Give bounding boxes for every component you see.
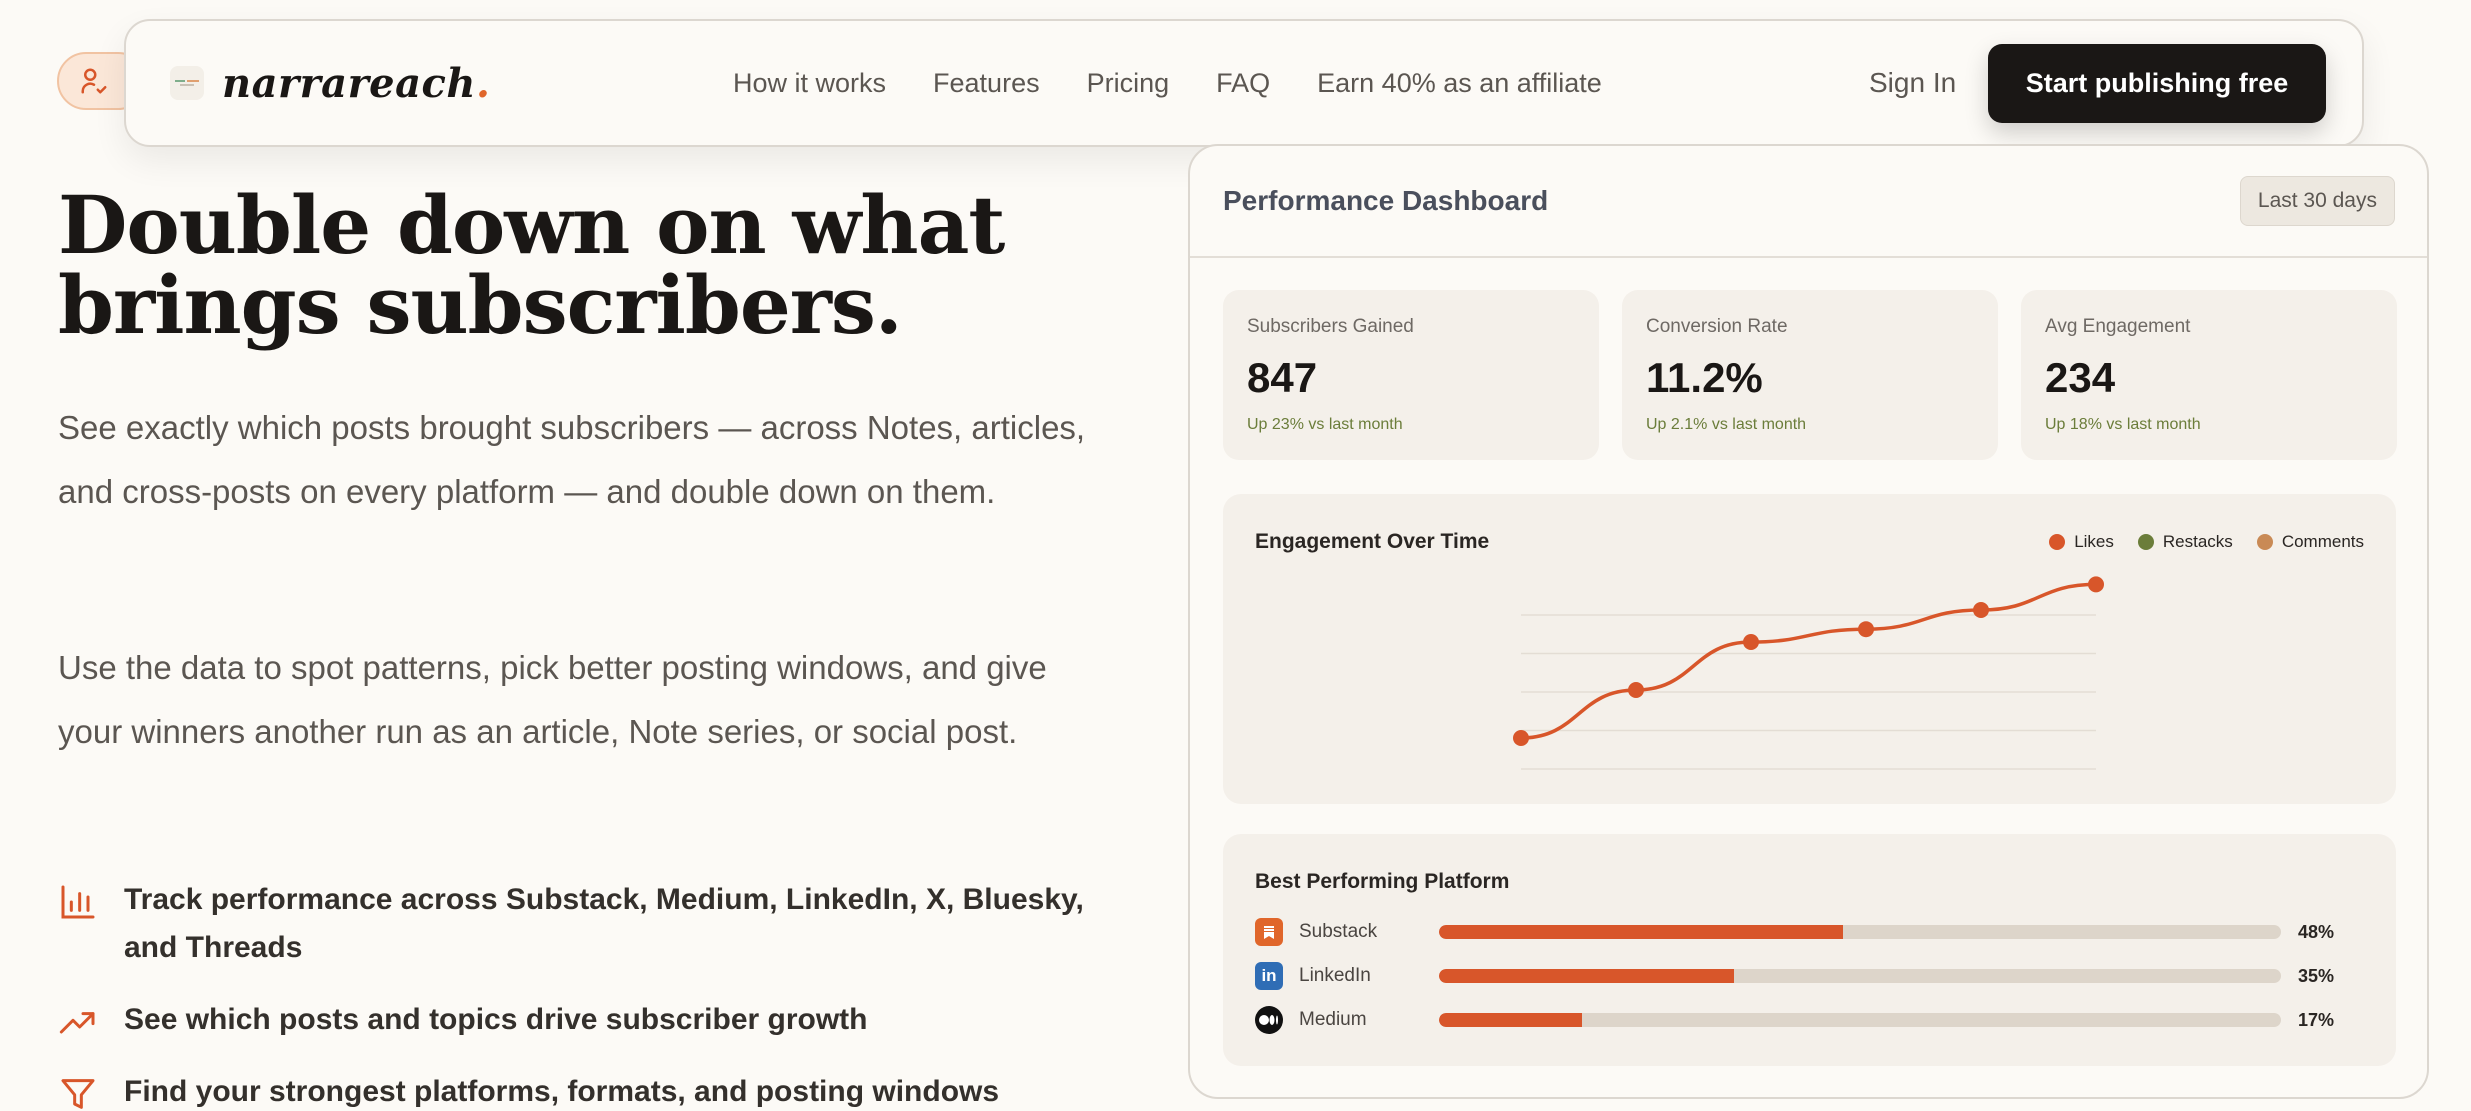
platform-row-linkedin: in LinkedIn 35% [1255, 962, 2365, 990]
funnel-icon [61, 1079, 95, 1109]
platform-bar-track [1439, 1013, 2281, 1027]
bar-chart-icon [61, 885, 95, 919]
hero-paragraph-2: Use the data to spot patterns, pick bett… [58, 649, 1047, 750]
feature-list: Track performance across Substack, Mediu… [58, 876, 1118, 1111]
stat-value: 847 [1247, 354, 1318, 401]
platform-panel-title: Best Performing Platform [1255, 870, 1510, 893]
likes-data-point[interactable] [2088, 576, 2104, 593]
dashboard-header: Performance Dashboard Last 30 days [1190, 146, 2427, 258]
stat-delta: Up 23% vs last month [1247, 416, 1403, 433]
platform-percent: 17% [2298, 1009, 2335, 1030]
platform-bar-track [1439, 925, 2281, 939]
nav-link-pricing[interactable]: Pricing [1086, 67, 1170, 98]
feature-text: Track performance across Substack, Mediu… [124, 883, 1084, 964]
legend-item-likes: Likes [2049, 532, 2114, 552]
user-check-icon [81, 68, 107, 94]
likes-data-point[interactable] [1513, 730, 1529, 746]
platform-percent: 48% [2298, 921, 2335, 942]
start-publishing-button[interactable]: Start publishing free [1988, 44, 2326, 123]
stat-card-subscribers: Subscribers Gained 847 Up 23% vs last mo… [1223, 290, 1599, 460]
legend-item-comments: Comments [2256, 532, 2364, 552]
stat-label: Conversion Rate [1646, 316, 1788, 337]
stat-card-engagement: Avg Engagement 234 Up 18% vs last month [2021, 290, 2397, 460]
nav-link-faq[interactable]: FAQ [1216, 67, 1271, 98]
nav-links: How it works Features Pricing FAQ Earn 4… [733, 21, 1649, 145]
likes-series-line [1520, 582, 2097, 740]
feature-item: Track performance across Substack, Mediu… [58, 876, 1118, 972]
likes-data-point[interactable] [1628, 682, 1644, 698]
platform-name: Medium [1299, 1009, 1367, 1030]
nav-link-how-it-works[interactable]: How it works [733, 67, 887, 98]
date-range-selector[interactable]: Last 30 days [2239, 176, 2395, 226]
legend-item-restacks: Restacks [2137, 532, 2233, 552]
feature-item: See which posts and topics drive subscri… [58, 996, 1118, 1044]
legend-swatch [2049, 534, 2066, 550]
legend-label: Restacks [2162, 532, 2233, 551]
stat-value: 234 [2045, 354, 2116, 401]
feature-item: Find your strongest platforms, formats, … [58, 1068, 1118, 1111]
stats-row: Subscribers Gained 847 Up 23% vs last mo… [1223, 290, 2397, 460]
legend-swatch [2137, 534, 2154, 550]
platform-panel: Best Performing Platform Substack 48% in… [1223, 834, 2396, 1066]
platform-row-substack: Substack 48% [1255, 918, 2365, 946]
stat-value: 11.2% [1646, 354, 1763, 401]
hero-paragraph-1: See exactly which posts brought subscrib… [58, 409, 1086, 510]
stat-label: Subscribers Gained [1247, 316, 1414, 337]
platform-bar-fill [1439, 969, 1734, 983]
platform-bar-track [1439, 969, 2281, 983]
likes-data-point[interactable] [1743, 634, 1759, 650]
engagement-chart-title: Engagement Over Time [1255, 530, 1490, 553]
sign-in-link[interactable]: Sign In [1869, 67, 1957, 98]
likes-data-point[interactable] [1973, 602, 1989, 618]
trending-up-icon [59, 1012, 95, 1034]
engagement-line-chart [1513, 576, 2104, 770]
platform-row-medium: Medium 17% [1255, 1006, 2365, 1034]
dashboard-title: Performance Dashboard [1223, 185, 1549, 216]
stat-card-conversion: Conversion Rate 11.2% Up 2.1% vs last mo… [1622, 290, 1998, 460]
feature-text: Find your strongest platforms, formats, … [124, 1075, 1000, 1108]
platform-name: LinkedIn [1299, 965, 1371, 986]
feature-text: See which posts and topics drive subscri… [124, 1003, 868, 1036]
platform-bar-fill [1439, 1013, 1583, 1027]
brand-name: narrareach. [222, 59, 491, 107]
medium-icon [1255, 1006, 1283, 1034]
linkedin-icon: in [1255, 962, 1283, 990]
legend-label: Likes [2074, 532, 2114, 551]
stat-label: Avg Engagement [2045, 316, 2191, 337]
top-navigation: narrareach. How it works Features Pricin… [124, 19, 2364, 147]
legend-label: Comments [2281, 532, 2364, 551]
logo-mark-icon [170, 66, 204, 100]
brand-logo[interactable]: narrareach. [170, 60, 490, 107]
chart-legend: Likes Restacks Comments [2025, 532, 2364, 552]
platform-name: Substack [1299, 921, 1378, 942]
stat-delta: Up 18% vs last month [2045, 416, 2201, 433]
platform-percent: 35% [2298, 965, 2335, 986]
engagement-chart-panel: Engagement Over Time Likes Restacks Comm… [1223, 494, 2396, 804]
hero-title: Double down on what brings subscribers. [58, 178, 1005, 352]
platform-bar-fill [1439, 925, 1844, 939]
substack-icon [1255, 918, 1283, 946]
nav-link-features[interactable]: Features [933, 67, 1040, 98]
nav-link-affiliate[interactable]: Earn 40% as an affiliate [1317, 67, 1602, 98]
likes-data-point[interactable] [1858, 621, 1874, 638]
stat-delta: Up 2.1% vs last month [1646, 416, 1807, 433]
performance-dashboard: Performance Dashboard Last 30 days Subsc… [1188, 144, 2429, 1099]
legend-swatch [2256, 534, 2273, 550]
